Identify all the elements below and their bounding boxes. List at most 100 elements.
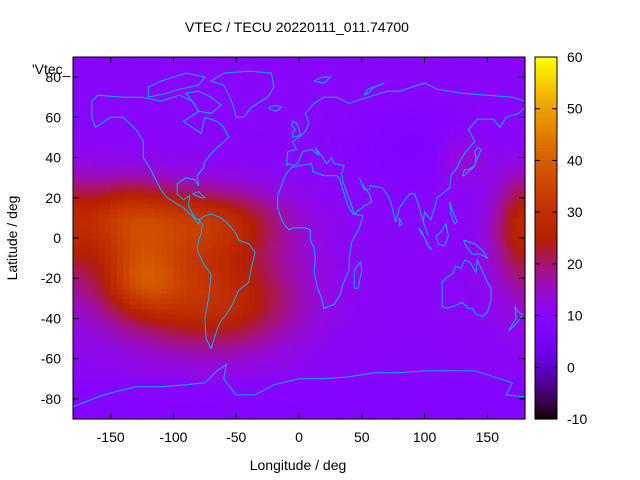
heatmap-cell [236, 333, 244, 340]
heatmap-cell [462, 373, 470, 380]
heatmap-cell [418, 383, 426, 390]
heatmap-cell [160, 398, 168, 405]
heatmap-cell [160, 308, 168, 315]
heatmap-cell [462, 172, 470, 179]
heatmap-cell [418, 293, 426, 299]
heatmap-cell [349, 313, 357, 320]
heatmap-cell [474, 343, 482, 350]
heatmap-cell [361, 212, 369, 219]
heatmap-cell [455, 197, 463, 204]
heatmap-cell [418, 343, 426, 350]
heatmap-cell [173, 227, 181, 234]
heatmap-cell [160, 82, 168, 88]
heatmap-cell [468, 253, 476, 259]
heatmap-cell [412, 112, 419, 118]
heatmap-cell [405, 217, 413, 224]
heatmap-cell [412, 132, 419, 139]
heatmap-cell [255, 353, 262, 360]
heatmap-cell [412, 328, 419, 335]
heatmap-cell [487, 217, 495, 224]
heatmap-cell [85, 268, 93, 274]
heatmap-cell [361, 358, 369, 365]
heatmap-cell [368, 62, 375, 68]
heatmap-cell [148, 202, 156, 209]
heatmap-cell [299, 328, 306, 335]
heatmap-cell [110, 172, 118, 179]
heatmap-cell [211, 92, 218, 98]
heatmap-cell [443, 388, 451, 395]
heatmap-cell [79, 67, 87, 73]
heatmap-cell [330, 97, 338, 103]
heatmap-cell [229, 172, 237, 179]
heatmap-cell [248, 232, 256, 239]
heatmap-cell [330, 343, 338, 350]
heatmap-cell [198, 187, 206, 194]
heatmap-cell [405, 403, 413, 410]
heatmap-cell [342, 258, 350, 264]
heatmap-cell [342, 353, 350, 360]
heatmap-cell [292, 393, 300, 400]
heatmap-cell [449, 288, 457, 294]
heatmap-cell [236, 82, 244, 88]
heatmap-cell [399, 308, 407, 315]
heatmap-cell [368, 97, 375, 103]
heatmap-cell [160, 67, 168, 73]
heatmap-cell [336, 82, 344, 88]
heatmap-cell [217, 217, 225, 224]
heatmap-cell [317, 232, 325, 239]
heatmap-cell [506, 298, 514, 304]
heatmap-cell [374, 167, 382, 174]
heatmap-cell [330, 147, 338, 154]
heatmap-cell [73, 393, 80, 400]
heatmap-cell [223, 343, 231, 350]
heatmap-cell [299, 238, 306, 244]
heatmap-cell [79, 147, 87, 154]
heatmap-cell [455, 258, 463, 264]
heatmap-cell [104, 232, 112, 239]
heatmap-cell [355, 308, 363, 315]
heatmap-cell [280, 147, 288, 154]
heatmap-cell [148, 112, 156, 118]
heatmap-cell [311, 353, 319, 360]
heatmap-cell [499, 403, 507, 410]
heatmap-cell [393, 217, 401, 224]
heatmap-cell [299, 268, 306, 274]
heatmap-cell [462, 232, 470, 239]
heatmap-cell [405, 318, 413, 325]
heatmap-cell [493, 197, 501, 204]
heatmap-cell [116, 318, 124, 325]
heatmap-cell [154, 258, 162, 264]
heatmap-cell [192, 202, 200, 209]
heatmap-cell [330, 227, 338, 234]
heatmap-cell [267, 112, 275, 118]
heatmap-cell [424, 102, 432, 108]
heatmap-cell [280, 127, 288, 134]
heatmap-cell [474, 308, 482, 315]
heatmap-cell [374, 403, 382, 410]
heatmap-cell [468, 403, 476, 410]
heatmap-cell [449, 248, 457, 254]
heatmap-cell [280, 278, 288, 284]
heatmap-cell [324, 298, 331, 304]
heatmap-cell [368, 137, 375, 144]
heatmap-cell [186, 368, 193, 375]
heatmap-cell [267, 177, 275, 184]
heatmap-cell [405, 283, 413, 289]
heatmap-cell [399, 72, 407, 78]
heatmap-cell [255, 167, 262, 174]
heatmap-cell [443, 192, 451, 199]
heatmap-cell [236, 298, 244, 304]
heatmap-cell [217, 157, 225, 164]
heatmap-cell [424, 117, 432, 123]
heatmap-cell [355, 333, 363, 340]
heatmap-cell [104, 408, 112, 415]
heatmap-cell [204, 197, 212, 204]
heatmap-cell [462, 313, 470, 320]
heatmap-cell [154, 248, 162, 254]
heatmap-cell [217, 343, 225, 350]
heatmap-cell [399, 152, 407, 159]
heatmap-cell [223, 127, 231, 134]
heatmap-cell [160, 92, 168, 98]
heatmap-cell [299, 373, 306, 380]
heatmap-cell [160, 298, 168, 304]
